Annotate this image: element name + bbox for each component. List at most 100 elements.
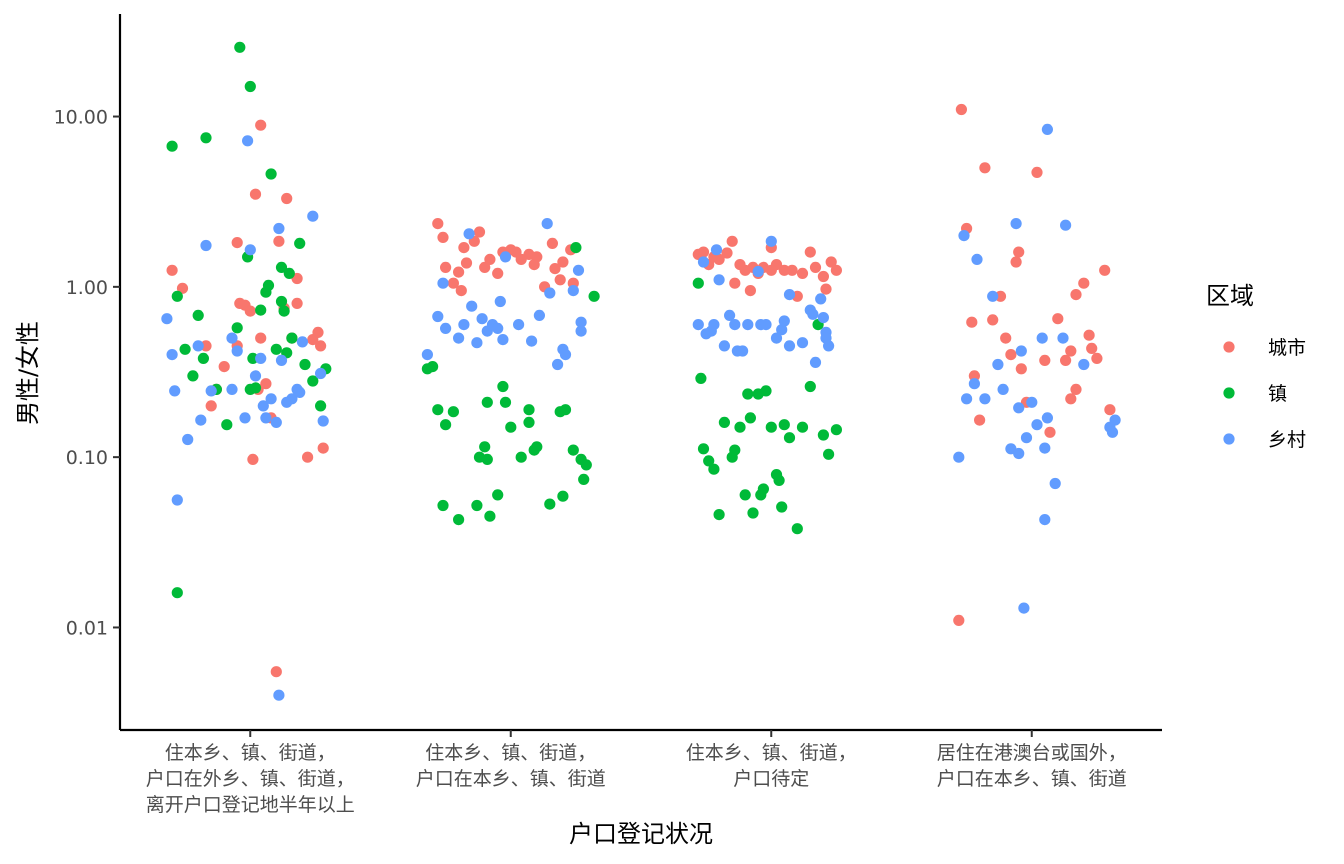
- x-tick-label-line: 户口在外乡、镇、街道，: [146, 768, 355, 790]
- point-1-86: [783, 432, 796, 444]
- point-2-80: [783, 289, 796, 301]
- point-2-3: [171, 494, 183, 506]
- point-2-107: [1026, 396, 1038, 408]
- point-2-69: [729, 319, 741, 331]
- point-2-48: [513, 319, 525, 331]
- x-tick-label-line: 住本乡、镇、街道，: [686, 742, 857, 764]
- point-0-77: [809, 261, 822, 273]
- point-2-12: [242, 135, 254, 147]
- point-1-47: [505, 421, 517, 433]
- point-0-17: [270, 666, 282, 678]
- point-1-12: [244, 80, 256, 93]
- point-2-6: [195, 414, 207, 426]
- point-2-110: [1039, 514, 1051, 526]
- point-0-61: [713, 253, 725, 265]
- point-1-55: [559, 404, 572, 416]
- point-0-5: [218, 361, 230, 373]
- point-2-41: [476, 313, 488, 325]
- point-1-41: [479, 441, 491, 453]
- point-0-28: [317, 442, 329, 454]
- point-2-104: [1015, 345, 1027, 357]
- point-0-99: [1044, 426, 1056, 438]
- point-1-46: [499, 396, 512, 408]
- legend-key-2: [1223, 433, 1235, 445]
- point-0-86: [966, 316, 978, 328]
- point-2-81: [783, 340, 796, 352]
- point-1-36: [440, 419, 452, 431]
- point-2-85: [809, 356, 822, 368]
- point-1-89: [804, 380, 816, 393]
- point-2-61: [697, 256, 710, 268]
- point-0-20: [281, 192, 293, 205]
- point-0-89: [979, 162, 991, 174]
- point-0-73: [786, 264, 798, 276]
- point-0-33: [453, 266, 465, 278]
- point-2-25: [296, 336, 308, 348]
- point-1-82: [765, 421, 777, 433]
- point-2-1: [166, 349, 178, 361]
- y-tick-label-1: 0.10: [66, 447, 108, 469]
- point-2-8: [205, 385, 217, 397]
- point-1-76: [742, 388, 754, 400]
- point-0-101: [1060, 354, 1072, 366]
- point-0-106: [1083, 329, 1095, 341]
- point-2-101: [1010, 218, 1022, 230]
- x-tick-label-0: 住本乡、镇、街道， 户口在外乡、镇、街道， 离开户口登记地半年以上: [146, 742, 355, 816]
- point-2-113: [1049, 477, 1061, 490]
- point-1-42: [481, 396, 493, 408]
- point-2-47: [499, 251, 512, 263]
- point-1-23: [283, 267, 295, 279]
- point-0-34: [455, 285, 467, 297]
- point-1-88: [796, 421, 809, 433]
- point-0-83: [765, 264, 777, 276]
- point-0-56: [447, 277, 459, 289]
- point-2-65: [710, 244, 723, 256]
- point-1-81: [760, 385, 772, 397]
- point-1-20: [275, 261, 288, 273]
- point-0-54: [531, 251, 543, 263]
- point-0-88: [974, 414, 986, 426]
- point-2-5: [192, 340, 204, 352]
- point-2-13: [244, 244, 256, 256]
- point-2-21: [275, 354, 288, 366]
- point-0-104: [1070, 383, 1082, 395]
- point-0-39: [484, 253, 496, 265]
- point-1-75: [739, 489, 751, 501]
- point-2-114: [1057, 332, 1069, 344]
- point-0-27: [302, 451, 314, 463]
- x-tick-label-3: 居住在港澳台或国外， 户口在本乡、镇、街道: [937, 742, 1127, 790]
- point-2-97: [987, 290, 999, 302]
- legend-key-0: [1223, 341, 1235, 353]
- point-2-26: [307, 210, 319, 222]
- point-0-48: [546, 237, 559, 249]
- x-tick-label-line: 户口在本乡、镇、街道: [416, 768, 606, 790]
- point-1-71: [718, 416, 731, 428]
- point-2-44: [492, 322, 504, 334]
- point-1-39: [471, 499, 483, 512]
- point-0-11: [249, 188, 262, 200]
- point-2-95: [971, 253, 983, 265]
- x-tick-label-line: 居住在港澳台或国外，: [937, 742, 1127, 764]
- point-2-87: [817, 312, 830, 324]
- point-2-56: [567, 285, 579, 297]
- point-1-61: [588, 290, 600, 302]
- x-tick-label-1: 住本乡、镇、街道， 户口在本乡、镇、街道: [416, 742, 606, 790]
- point-2-52: [544, 287, 556, 299]
- axes-layer: 0.01 0.10 1.00 10.00 住本乡、镇、街道， 户口在外乡、镇、街道， 离开户…: [54, 14, 1162, 816]
- point-0-113: [1086, 342, 1098, 354]
- point-2-73: [752, 265, 764, 278]
- point-0-95: [1015, 363, 1027, 375]
- point-2-57: [572, 264, 585, 276]
- point-2-49: [526, 335, 538, 347]
- point-1-84: [773, 474, 785, 486]
- point-0-87: [968, 370, 981, 382]
- point-0-7: [231, 237, 243, 249]
- point-1-15: [255, 304, 267, 316]
- point-0-63: [726, 235, 738, 247]
- point-2-27: [315, 367, 327, 380]
- point-1-64: [421, 363, 433, 375]
- point-2-64: [708, 319, 720, 331]
- point-1-19: [270, 343, 282, 355]
- legend-label-0: 城市: [1268, 337, 1306, 359]
